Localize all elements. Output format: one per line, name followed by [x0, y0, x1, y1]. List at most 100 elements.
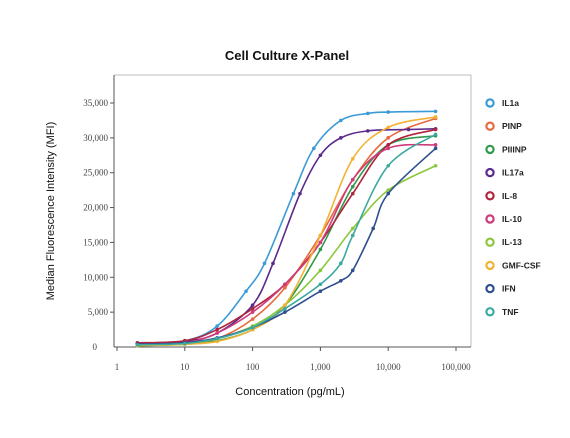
series-tnf — [135, 132, 438, 347]
legend-item: PIIINP — [485, 144, 527, 154]
plot-frame — [113, 74, 472, 348]
data-point — [406, 127, 411, 132]
legend-item: IL17a — [485, 167, 524, 178]
y-tick-label: 0 — [93, 342, 98, 352]
data-point — [215, 327, 219, 332]
data-point — [433, 143, 438, 147]
legend-item: IL-8 — [485, 191, 517, 201]
data-point — [215, 331, 219, 335]
x-tick-label: 1 — [115, 362, 120, 372]
data-point — [318, 282, 323, 287]
series-line-gmf-csf — [136, 116, 437, 347]
data-point — [250, 303, 255, 307]
data-point — [250, 317, 255, 321]
y-axis-title: Median Fluorescence Intensity (MFI) — [45, 122, 57, 301]
series-line-il-13 — [136, 164, 437, 347]
x-tick-label: 1,000 — [310, 362, 331, 372]
data-point — [433, 146, 438, 151]
data-point — [350, 191, 355, 196]
data-point — [386, 188, 391, 192]
series-piiinp — [135, 133, 438, 348]
data-point — [250, 306, 255, 311]
y-tick-label: 25,000 — [83, 168, 108, 178]
data-point — [386, 191, 391, 196]
legend-marker — [485, 307, 495, 317]
data-point — [283, 303, 287, 307]
series-il-13 — [135, 163, 438, 348]
x-tick-label: 10,000 — [376, 362, 401, 372]
legend-item: TNF — [485, 307, 519, 317]
legend-marker — [485, 191, 495, 201]
y-axis-ticks: 0 5,000 10,000 15,000 20,000 25,000 30,000 35,0… — [83, 98, 114, 352]
data-point — [291, 191, 296, 196]
series-il-10 — [135, 143, 438, 347]
series-ifn — [135, 146, 438, 347]
data-point — [365, 129, 370, 133]
data-point — [386, 110, 391, 114]
legend-label: IL-13 — [502, 237, 522, 247]
legend-marker — [485, 121, 495, 131]
y-tick-label: 5,000 — [88, 307, 109, 317]
data-point — [433, 132, 438, 137]
legend-label: IL-8 — [502, 191, 517, 201]
legend-item: IL-10 — [485, 214, 522, 224]
y-tick-label: 20,000 — [83, 203, 108, 213]
data-point — [318, 233, 323, 238]
data-point — [365, 111, 370, 116]
data-point — [283, 310, 287, 314]
data-point — [283, 285, 287, 290]
data-point — [433, 127, 438, 132]
data-point — [250, 325, 255, 330]
data-point — [262, 261, 267, 266]
legend-marker — [485, 237, 495, 247]
y-tick-label: 35,000 — [83, 98, 108, 108]
data-point — [318, 268, 323, 273]
legend-label: IL1a — [502, 98, 519, 108]
data-point — [312, 146, 316, 151]
x-tick-label: 100 — [246, 362, 260, 372]
data-point — [250, 310, 255, 314]
legend-label: GMF-CSF — [502, 260, 541, 270]
data-point — [386, 163, 391, 168]
legend-label: IL-10 — [502, 214, 522, 224]
legend-label: PIIINP — [502, 144, 527, 154]
legend-label: IFN — [502, 284, 516, 294]
legend-marker — [485, 167, 495, 178]
legend-label: TNF — [502, 307, 519, 317]
data-point — [271, 261, 275, 266]
legend-marker — [485, 98, 495, 108]
data-point — [350, 233, 355, 238]
data-point — [350, 156, 355, 161]
x-tick-label: 10 — [180, 362, 190, 372]
data-point — [215, 336, 219, 341]
data-point — [350, 226, 355, 231]
series-il1a — [135, 109, 438, 345]
legend-item: IL-13 — [485, 237, 522, 247]
data-point — [386, 125, 391, 130]
series-layer — [135, 109, 438, 348]
data-point — [318, 240, 323, 245]
data-point — [318, 153, 323, 158]
data-point — [386, 143, 391, 147]
data-point — [386, 146, 391, 151]
x-axis-ticks: 1 10 100 1,000 10,000 100,000 — [115, 347, 471, 372]
data-point — [318, 289, 323, 294]
legend: IL1a PINP PIIINP IL17a IL-8 IL-10 IL-13 GMF-CSF… — [485, 98, 541, 317]
data-point — [283, 306, 287, 311]
data-point — [298, 191, 302, 196]
data-point — [350, 184, 355, 189]
y-tick-label: 10,000 — [83, 272, 108, 282]
data-point — [350, 177, 355, 182]
data-point — [283, 282, 287, 287]
data-point — [318, 247, 323, 252]
data-point — [386, 136, 391, 140]
legend-item: PINP — [485, 121, 522, 131]
legend-item: GMF-CSF — [485, 260, 541, 270]
data-point — [244, 289, 248, 294]
y-tick-label: 30,000 — [83, 133, 108, 143]
data-point — [339, 261, 343, 266]
x-axis-title: Concentration (pg/mL) — [235, 386, 344, 398]
legend-marker — [485, 214, 495, 224]
